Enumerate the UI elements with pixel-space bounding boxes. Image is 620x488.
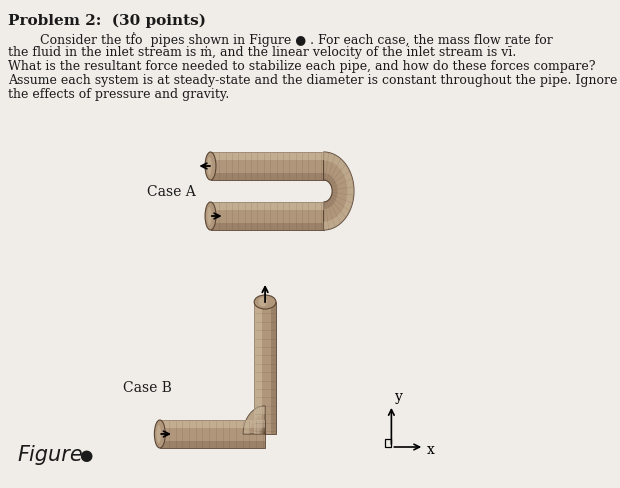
Polygon shape xyxy=(211,153,324,161)
Text: Figure: Figure xyxy=(17,444,83,464)
Polygon shape xyxy=(160,441,265,448)
Text: Case A: Case A xyxy=(146,184,195,199)
Polygon shape xyxy=(260,427,265,434)
Ellipse shape xyxy=(259,298,267,307)
Polygon shape xyxy=(160,420,265,428)
Text: Problem 2:  (30 points): Problem 2: (30 points) xyxy=(8,14,206,28)
Polygon shape xyxy=(211,174,324,181)
Ellipse shape xyxy=(154,420,166,448)
Text: y: y xyxy=(394,389,402,403)
Text: the effects of pressure and gravity.: the effects of pressure and gravity. xyxy=(8,88,229,101)
Text: x: x xyxy=(427,442,435,456)
Text: Assume each system is at steady-state and the diameter is constant throughout th: Assume each system is at steady-state an… xyxy=(8,74,617,87)
Polygon shape xyxy=(270,303,276,434)
Ellipse shape xyxy=(254,295,276,309)
Text: Case B: Case B xyxy=(123,380,172,394)
Ellipse shape xyxy=(157,425,161,443)
Polygon shape xyxy=(211,224,324,230)
Ellipse shape xyxy=(207,158,211,176)
Text: ●: ● xyxy=(79,447,93,462)
Polygon shape xyxy=(211,153,324,181)
Polygon shape xyxy=(243,406,265,434)
Polygon shape xyxy=(254,303,276,434)
Text: the fluid in the inlet stream is ṁ, and the linear velocity of the inlet stream : the fluid in the inlet stream is ṁ, and … xyxy=(8,46,516,59)
Polygon shape xyxy=(211,203,324,211)
Ellipse shape xyxy=(205,203,216,230)
Polygon shape xyxy=(160,420,265,448)
Text: What is the resultant force needed to stabilize each pipe, and how do these forc: What is the resultant force needed to st… xyxy=(8,60,595,73)
Polygon shape xyxy=(324,174,337,209)
Text: Consider the tḟo  pipes shown in Figure ● . For each case, the mass flow rate fo: Consider the tḟo pipes shown in Figure ●… xyxy=(8,32,552,47)
Polygon shape xyxy=(243,406,265,434)
Polygon shape xyxy=(211,203,324,230)
Ellipse shape xyxy=(205,153,216,181)
Ellipse shape xyxy=(207,207,211,225)
Polygon shape xyxy=(254,303,262,434)
Polygon shape xyxy=(324,153,354,230)
Polygon shape xyxy=(324,153,354,230)
